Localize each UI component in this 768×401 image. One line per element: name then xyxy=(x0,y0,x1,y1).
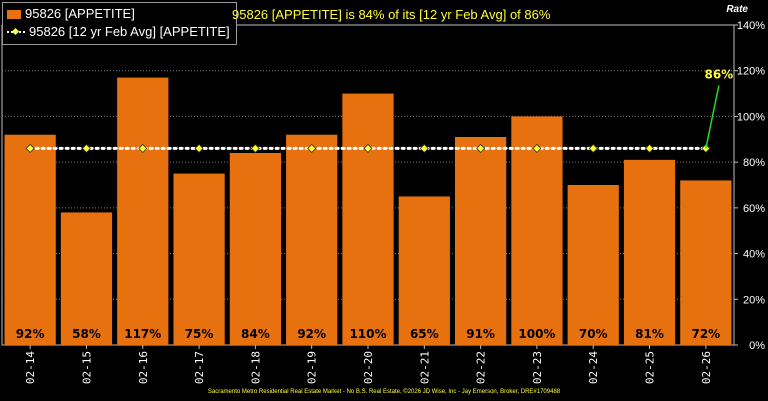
bar xyxy=(511,116,563,345)
bar-value-label: 72% xyxy=(691,327,720,341)
bar-value-label: 84% xyxy=(241,327,270,341)
bar xyxy=(342,93,394,345)
average-marker xyxy=(588,143,598,153)
bar xyxy=(623,159,676,345)
y-tick-label: 120% xyxy=(737,66,765,78)
bar-value-label: 100% xyxy=(518,327,555,341)
bar xyxy=(454,137,507,345)
y-tick-label: 140% xyxy=(737,20,765,32)
average-marker xyxy=(363,143,373,153)
bar xyxy=(398,196,450,345)
y-tick-label: 0% xyxy=(749,340,765,352)
average-marker xyxy=(81,143,92,153)
bar-value-label: 92% xyxy=(297,327,326,341)
footer-credit: Sacramento Metro Residential Real Estate… xyxy=(207,389,561,395)
x-tick-label: 02-23 xyxy=(531,351,544,384)
x-tick-label: 02-14 xyxy=(24,351,37,384)
y-axis-title: Rate xyxy=(726,4,748,15)
bar-value-label: 117% xyxy=(124,327,161,341)
x-tick-label: 02-18 xyxy=(249,351,262,384)
y-tick-label: 80% xyxy=(743,157,765,169)
legend-item-average: 95826 [12 yr Feb Avg] [APPETITE] xyxy=(7,23,230,41)
bar xyxy=(286,134,338,345)
average-marker xyxy=(476,143,486,153)
x-tick-label: 02-16 xyxy=(137,351,150,384)
average-marker xyxy=(644,143,655,153)
bar xyxy=(680,180,732,345)
average-marker xyxy=(419,143,429,153)
annotation-label: 86% xyxy=(704,67,733,81)
y-tick-label: 60% xyxy=(743,203,765,215)
y-tick-label: 40% xyxy=(743,249,765,261)
average-marker xyxy=(307,143,317,153)
bar-value-label: 92% xyxy=(16,327,45,341)
bar xyxy=(60,212,113,345)
average-marker xyxy=(532,143,542,153)
average-marker xyxy=(25,143,35,153)
bar xyxy=(117,77,169,346)
bar xyxy=(4,134,56,345)
bar-value-label: 91% xyxy=(466,327,495,341)
bar xyxy=(229,153,282,345)
y-tick-label: 100% xyxy=(737,111,765,123)
bar-value-label: 58% xyxy=(72,327,101,341)
bar-value-label: 110% xyxy=(349,327,386,341)
bar-value-label: 65% xyxy=(410,327,439,341)
legend-bar-swatch xyxy=(7,9,21,19)
x-tick-label: 02-26 xyxy=(700,351,713,384)
legend-line-swatch xyxy=(7,27,25,37)
legend-item-appetite: 95826 [APPETITE] xyxy=(7,5,230,23)
chart-headline: 95826 [APPETITE] is 84% of its [12 yr Fe… xyxy=(232,7,551,22)
bar-value-label: 81% xyxy=(635,327,664,341)
bar-value-label: 75% xyxy=(185,327,214,341)
x-tick-label: 02-24 xyxy=(587,351,600,384)
annotation-leader xyxy=(705,85,720,149)
x-tick-label: 02-21 xyxy=(418,351,431,384)
average-marker xyxy=(250,143,260,153)
x-tick-label: 02-22 xyxy=(475,351,488,384)
legend-label-average: 95826 [12 yr Feb Avg] [APPETITE] xyxy=(29,24,230,39)
x-tick-label: 02-17 xyxy=(193,351,206,384)
x-tick-label: 02-20 xyxy=(362,351,375,384)
bar-value-label: 70% xyxy=(579,327,608,341)
y-tick-label: 20% xyxy=(743,294,765,306)
bar xyxy=(567,185,619,345)
legend: 95826 [APPETITE] 95826 [12 yr Feb Avg] [… xyxy=(2,2,237,45)
x-tick-label: 02-25 xyxy=(644,351,657,384)
bar xyxy=(173,173,225,345)
legend-label-appetite: 95826 [APPETITE] xyxy=(25,6,135,21)
x-tick-label: 02-15 xyxy=(80,351,93,384)
average-marker xyxy=(138,143,148,153)
average-marker xyxy=(194,143,204,153)
x-tick-label: 02-19 xyxy=(306,351,319,384)
